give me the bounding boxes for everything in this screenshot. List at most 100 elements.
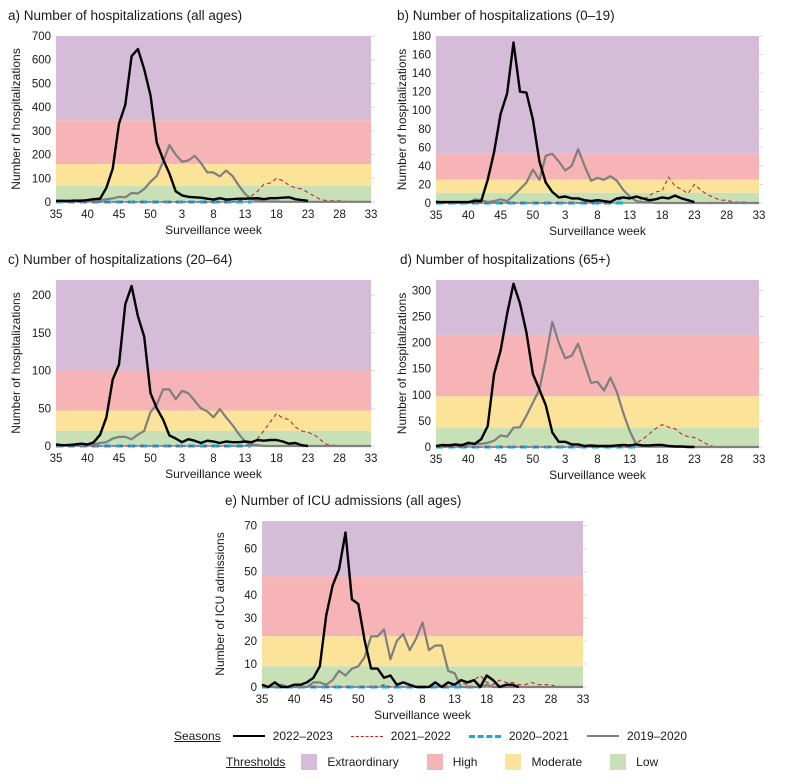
y-tick-label: 150 — [412, 364, 431, 376]
series-2019-2020 — [55, 144, 372, 203]
x-tick-label: 33 — [365, 453, 378, 465]
x-tick-label: 8 — [210, 453, 216, 465]
x-tick-label: 50 — [527, 454, 540, 466]
legend-line-dashed-red — [350, 735, 383, 737]
y-tick-label: 70 — [244, 521, 257, 533]
threshold-band-extraordinary — [56, 280, 371, 371]
x-tick-label: 13 — [623, 454, 636, 466]
x-axis-label: Surveillance week — [549, 224, 647, 238]
series-2022-2023 — [435, 282, 695, 449]
threshold-band-low — [436, 192, 759, 203]
legend-item-threshold: Low — [610, 754, 658, 770]
chart-title: c) Number of hospitalizations (20–64) — [8, 252, 233, 267]
x-tick-label: 50 — [144, 209, 157, 221]
legend-label: Extraordinary — [327, 755, 399, 769]
x-tick-label: 23 — [512, 694, 525, 706]
chart-title: a) Number of hospitalizations (all ages) — [8, 8, 243, 23]
x-tick-label: 18 — [656, 210, 669, 222]
y-tick-label: 600 — [32, 55, 51, 67]
y-tick-label: 250 — [412, 312, 431, 324]
line-chart: 0 50 100 150 200 250 300 35 40 45 50 3 8 13 18 23 28 33 Su… — [395, 280, 766, 482]
swatch-high — [426, 754, 443, 770]
y-tick-label: 100 — [32, 173, 51, 185]
y-axis-label: Number of ICU admissions — [213, 532, 227, 675]
threshold-band-high — [56, 370, 371, 411]
legend-label: 2021–2022 — [390, 729, 451, 743]
x-tick-label: 40 — [462, 454, 475, 466]
chart-title: d) Number of hospitalizations (65+) — [400, 252, 611, 267]
threshold-band-high — [56, 120, 371, 165]
y-tick-label: 500 — [32, 78, 51, 90]
y-tick-label: 0 — [425, 198, 431, 210]
y-tick-label: 0 — [45, 197, 51, 209]
x-tick-label: 45 — [320, 694, 333, 706]
y-tick-label: 20 — [418, 179, 431, 191]
line-chart: 0 20 40 60 80 100 120 140 160 180 35 40 45 50 3 8 13 18 23… — [395, 31, 765, 238]
series-2022-2023 — [55, 284, 309, 448]
legend-item-season: 2022–2023 — [232, 729, 333, 743]
x-tick-label: 23 — [688, 210, 701, 222]
x-tick-label: 13 — [448, 694, 461, 706]
line-chart: 0 10 20 30 40 50 60 70 35 40 45 50 3 8 13 18 23 28 33 Surve… — [213, 521, 589, 722]
x-tick-label: 50 — [527, 210, 540, 222]
threshold-band-extraordinary — [436, 280, 759, 335]
legend-seasons: Seasons 2022–2023 2021–2022 2020–2021 20… — [174, 729, 705, 743]
x-tick-label: 35 — [430, 454, 443, 466]
legend-label: High — [452, 755, 478, 769]
y-tick-label: 10 — [244, 659, 257, 671]
y-tick-label: 300 — [412, 285, 431, 297]
threshold-band-moderate — [262, 636, 583, 667]
y-tick-label: 140 — [412, 68, 431, 80]
series-line — [56, 47, 309, 203]
x-tick-label: 28 — [333, 209, 346, 221]
threshold-band-high — [436, 334, 759, 397]
y-tick-label: 0 — [251, 682, 257, 694]
y-tick-label: 100 — [412, 105, 431, 117]
x-tick-label: 8 — [594, 454, 600, 466]
y-tick-label: 80 — [418, 124, 431, 136]
y-tick-label: 50 — [244, 567, 257, 579]
x-tick-label: 50 — [144, 453, 157, 465]
threshold-band-low — [262, 666, 583, 687]
threshold-band-moderate — [436, 396, 759, 428]
series-line — [435, 148, 759, 205]
threshold-band-extraordinary — [56, 36, 371, 121]
x-tick-label: 3 — [387, 694, 393, 706]
y-tick-label: 200 — [32, 150, 51, 162]
series-2022-2023 — [55, 47, 309, 203]
y-tick-label: 400 — [32, 102, 51, 114]
series-2019-2020 — [55, 388, 372, 448]
x-tick-label: 40 — [288, 694, 301, 706]
x-tick-label: 45 — [494, 210, 507, 222]
series-line — [55, 144, 371, 203]
y-axis-label: Number of hospitalizations — [395, 293, 409, 434]
chart-panel-d: d) Number of hospitalizations (65+) 0 50 1… — [395, 245, 792, 485]
x-tick-label: 13 — [239, 209, 252, 221]
y-tick-label: 160 — [412, 50, 431, 62]
y-tick-label: 40 — [244, 590, 257, 602]
x-axis-label: Surveillance week — [165, 223, 263, 237]
chart-panel-b: b) Number of hospitalizations (0–19) 0 20… — [395, 0, 792, 240]
y-tick-label: 30 — [244, 613, 257, 625]
x-tick-label: 3 — [179, 453, 185, 465]
x-tick-label: 18 — [480, 694, 493, 706]
threshold-band-low — [436, 427, 759, 447]
y-axis-label: Number of hospitalizations — [395, 49, 409, 190]
x-tick-label: 8 — [594, 210, 600, 222]
x-tick-label: 8 — [210, 209, 216, 221]
threshold-band-moderate — [56, 164, 371, 186]
legend-label: Moderate — [531, 755, 583, 769]
threshold-band-extraordinary — [262, 521, 583, 577]
legend-item-threshold: Moderate — [505, 754, 582, 770]
x-tick-label: 45 — [494, 454, 507, 466]
x-tick-label: 33 — [753, 454, 766, 466]
x-axis-label: Surveillance week — [549, 468, 647, 482]
x-tick-label: 3 — [179, 209, 185, 221]
x-tick-label: 40 — [462, 210, 475, 222]
x-tick-label: 35 — [50, 453, 63, 465]
legend-label: 2022–2023 — [272, 729, 333, 743]
x-axis-label: Surveillance week — [374, 708, 472, 722]
x-tick-label: 35 — [430, 210, 443, 222]
y-tick-label: 120 — [412, 87, 431, 99]
swatch-extraordinary — [301, 754, 318, 770]
